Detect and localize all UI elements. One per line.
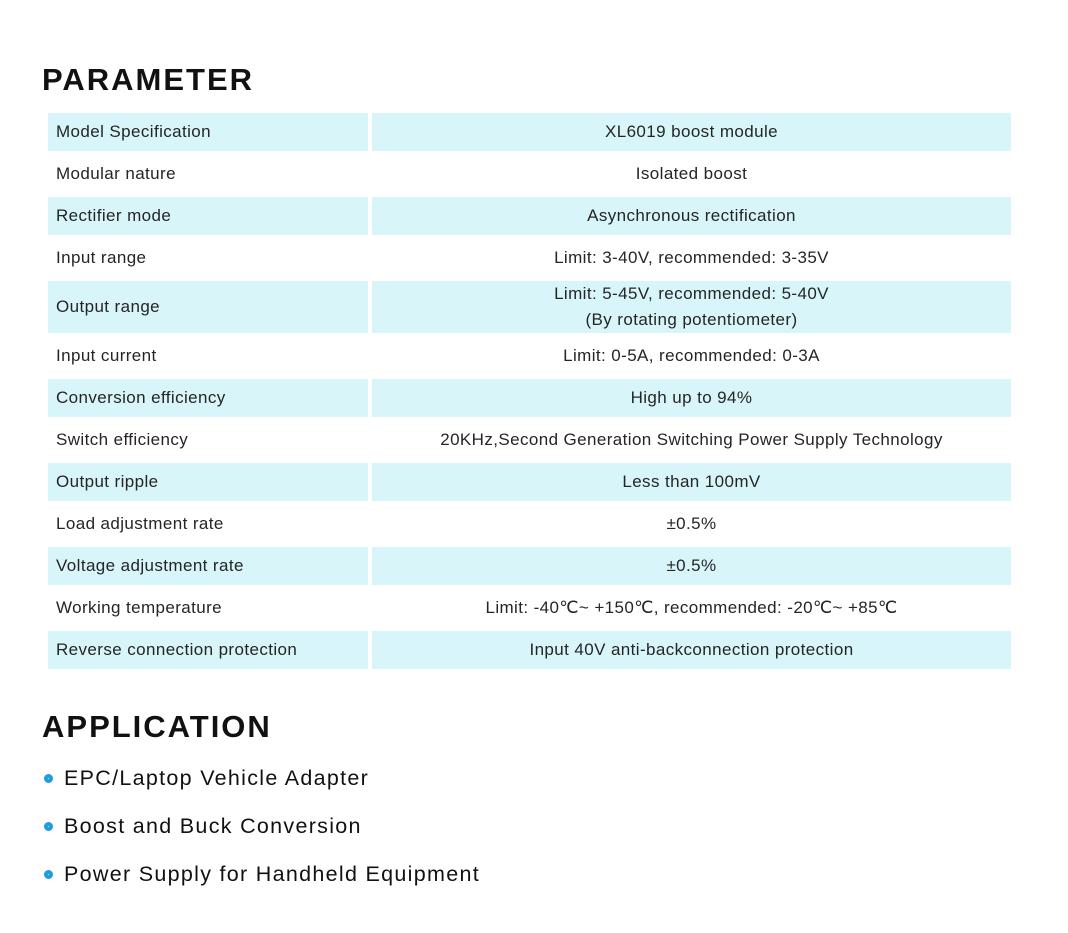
spec-row-value: High up to 94% [372, 379, 1011, 417]
spec-value-line: Asynchronous rectification [587, 206, 796, 225]
spec-row-value: ±0.5% [372, 505, 1011, 543]
spec-row-value: Less than 100mV [372, 463, 1011, 501]
spec-value-line: ±0.5% [666, 514, 717, 533]
spec-value-line: Input 40V anti-backconnection protection [529, 640, 854, 659]
application-list: EPC/Laptop Vehicle Adapter Boost and Buck… [44, 765, 1068, 888]
spec-row-value: Limit: 5-45V, recommended: 5-40V (By rota… [372, 281, 1011, 333]
spec-row-value: Asynchronous rectification [372, 197, 1011, 235]
application-heading: APPLICATION [42, 709, 272, 744]
spec-row-value: XL6019 boost module [372, 113, 1011, 151]
spec-value-line: Limit: 3-40V, recommended: 3-35V [554, 248, 829, 267]
spec-row: Modular nature Isolated boost [48, 155, 1011, 193]
spec-value-line: Limit: 0-5A, recommended: 0-3A [563, 346, 820, 365]
spec-row-label: Working temperature [56, 598, 223, 617]
spec-row-value: Isolated boost [372, 155, 1011, 193]
spec-row: Load adjustment rate ±0.5% [48, 505, 1011, 543]
spec-value-line: Less than 100mV [622, 472, 761, 491]
spec-value-line: High up to 94% [630, 388, 753, 407]
spec-row-label: Modular nature [56, 164, 176, 183]
application-item: EPC/Laptop Vehicle Adapter [44, 765, 1068, 792]
application-item: Power Supply for Handheld Equipment [44, 861, 1068, 888]
spec-row: Voltage adjustment rate ±0.5% [48, 547, 1011, 585]
spec-value-line: XL6019 boost module [604, 122, 778, 141]
spec-row-value: 20KHz,Second Generation Switching Power … [372, 421, 1011, 459]
spec-value-line: (By rotating potentiometer) [585, 310, 798, 329]
application-item-label: Power Supply for Handheld Equipment [64, 862, 480, 886]
spec-value-line: Limit: 5-45V, recommended: 5-40V [554, 284, 829, 303]
spec-row: Output range Limit: 5-45V, recommended: 5… [48, 281, 1011, 333]
spec-row-label: Voltage adjustment rate [48, 547, 368, 585]
spec-value-line: Isolated boost [635, 164, 748, 183]
spec-row: Input current Limit: 0-5A, recommended: 0… [48, 337, 1011, 375]
spec-row-label: Switch efficiency [56, 430, 189, 449]
application-item-label: EPC/Laptop Vehicle Adapter [64, 766, 370, 790]
spec-row-label: Input current [56, 346, 157, 365]
spec-row-label: Conversion efficiency [48, 379, 368, 417]
spec-row-label: Input range [56, 248, 147, 267]
spec-value-line: ±0.5% [666, 556, 717, 575]
spec-row-label: Model Specification [48, 113, 368, 151]
spec-row-value: Limit: 3-40V, recommended: 3-35V [372, 239, 1011, 277]
spec-row-value: Input 40V anti-backconnection protection [372, 631, 1011, 669]
spec-row: Output ripple Less than 100mV [48, 463, 1011, 501]
spec-row: Conversion efficiency High up to 94% [48, 379, 1011, 417]
spec-row-label: Output ripple [48, 463, 368, 501]
parameter-heading: PARAMETER [42, 62, 255, 97]
spec-row-label: Rectifier mode [48, 197, 368, 235]
spec-row: Input range Limit: 3-40V, recommended: 3-… [48, 239, 1011, 277]
spec-row: Model Specification XL6019 boost module [48, 113, 1011, 151]
spec-row-label: Output range [48, 281, 368, 333]
spec-row: Switch efficiency 20KHz,Second Generation… [48, 421, 1011, 459]
spec-row: Reverse connection protection Input 40V a… [48, 631, 1011, 669]
application-item-label: Boost and Buck Conversion [64, 814, 362, 838]
ring-bullet-icon [44, 822, 53, 831]
spec-row: Rectifier mode Asynchronous rectification [48, 197, 1011, 235]
spec-value-line: Limit: -40℃~ +150℃, recommended: -20℃~ +… [485, 598, 898, 617]
spec-row-value: Limit: -40℃~ +150℃, recommended: -20℃~ +… [372, 589, 1011, 627]
spec-row-value: ±0.5% [372, 547, 1011, 585]
spec-row-label: Reverse connection protection [48, 631, 368, 669]
ring-bullet-icon [44, 774, 53, 783]
spec-table: Model Specification XL6019 boost module Mo… [48, 113, 1011, 669]
spec-row: Working temperature Limit: -40℃~ +150℃, r… [48, 589, 1011, 627]
spec-value-line: 20KHz,Second Generation Switching Power … [440, 430, 943, 449]
spec-row-value: Limit: 0-5A, recommended: 0-3A [372, 337, 1011, 375]
spec-row-label: Load adjustment rate [56, 514, 224, 533]
application-item: Boost and Buck Conversion [44, 813, 1068, 840]
ring-bullet-icon [44, 870, 53, 879]
